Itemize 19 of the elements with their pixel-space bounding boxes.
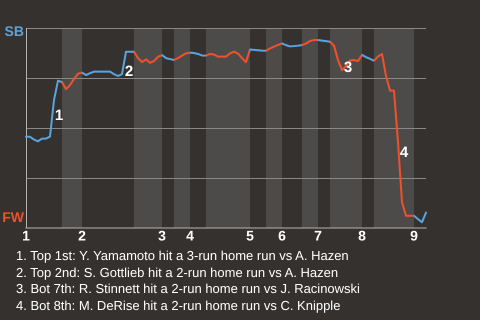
x-tick-label: 6 bbox=[278, 227, 286, 244]
text: SB bbox=[4, 22, 24, 39]
annotation: 2 bbox=[124, 63, 134, 80]
text: 4. Bot 8th: M. DeRise hit a 2-run home run vs C. Knipple bbox=[16, 298, 342, 314]
x-tick-label: 4 bbox=[186, 227, 194, 244]
x-tick-label: 1 bbox=[22, 227, 30, 244]
x-tick-label: 7 bbox=[314, 227, 322, 244]
text: FW bbox=[2, 209, 25, 226]
text: 3. Bot 7th: R. Stinnett hit a 2-run home run vs J. Racinowski bbox=[16, 281, 361, 298]
x-tick-label: 8 bbox=[358, 227, 366, 244]
x-tick-label: 2 bbox=[78, 227, 86, 244]
x-tick-label: 5 bbox=[246, 227, 254, 244]
annotation: 4 bbox=[400, 144, 409, 162]
annotation: 1 bbox=[54, 107, 64, 124]
x-tick-label: 3 bbox=[158, 227, 166, 244]
text: 1. Top 1st: Y. Yamamoto hit a 3-run home run vs A. Hazen bbox=[16, 248, 350, 264]
annotation: 3 bbox=[344, 59, 352, 76]
x-tick-label: 9 bbox=[410, 227, 418, 244]
text: 2. Top 2nd: S. Gottlieb hit a 2-run home run vs A. Hazen bbox=[16, 264, 340, 281]
